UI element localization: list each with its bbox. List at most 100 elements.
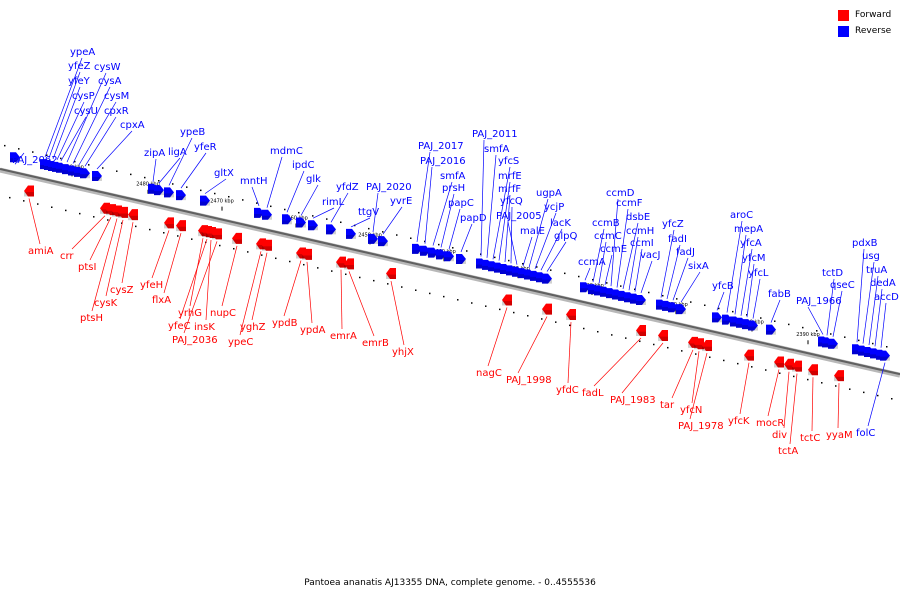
reverse-gene-shade — [512, 272, 522, 277]
grid-dot — [172, 183, 174, 185]
reverse-gene-label: PAJ_2016 — [420, 156, 466, 167]
reverse-gene-shade — [10, 158, 20, 163]
forward-leader — [71, 215, 106, 250]
forward-gene-label: emrB — [362, 338, 389, 349]
reverse-gene-label: cysP — [72, 91, 95, 102]
grid-dot — [527, 315, 529, 317]
reverse-leader — [680, 271, 701, 303]
reverse-gene-shade — [536, 278, 546, 283]
forward-gene — [792, 360, 802, 372]
reverse-gene — [428, 247, 438, 258]
reverse-leader — [78, 101, 117, 166]
grid-dot — [177, 235, 179, 237]
grid-dot — [368, 227, 370, 230]
grid-dot — [326, 218, 328, 220]
reverse-gene — [308, 220, 318, 231]
reverse-leader — [807, 306, 824, 335]
forward-gene-shade — [302, 255, 312, 260]
forward-gene — [774, 356, 784, 368]
reverse-gene-body — [456, 253, 466, 264]
reverse-gene — [748, 320, 758, 331]
grid-dot — [275, 257, 277, 260]
reverse-gene-shade — [742, 325, 752, 330]
grid-dot — [597, 330, 599, 333]
reverse-gene-label: PAJ_2020 — [366, 182, 412, 193]
forward-gene-shade — [808, 370, 818, 376]
forward-gene-body — [302, 248, 312, 260]
forward-gene-label: mocR — [756, 418, 784, 429]
forward-gene-shade — [744, 356, 754, 361]
grid-dot — [303, 263, 305, 266]
forward-gene-label: flxA — [152, 295, 171, 306]
forward-leader — [151, 230, 170, 279]
grid-dot — [704, 304, 706, 307]
grid-dot — [620, 285, 622, 287]
reverse-gene — [296, 217, 306, 228]
forward-gene-body — [636, 325, 646, 337]
reverse-leader — [868, 275, 879, 346]
reverse-gene — [542, 273, 552, 284]
forward-gene-shade — [256, 244, 266, 250]
reverse-gene-shade — [74, 172, 84, 177]
grid-dot — [709, 356, 711, 359]
reverse-leader — [350, 217, 371, 228]
forward-gene-shade — [336, 263, 346, 268]
grid-dot — [732, 310, 734, 313]
forward-gene — [636, 325, 646, 337]
reverse-gene-shade — [482, 265, 492, 270]
forward-gene — [302, 248, 312, 260]
grid-dot — [648, 291, 650, 294]
gene-labels: PAJ_2062 ypeA yfeZ yfeY cysP cysU cysW cysA cysM… — [12, 47, 899, 457]
reverse-gene — [636, 295, 646, 306]
forward-gene-label: nagC — [476, 368, 502, 379]
forward-gene-label: yfeC — [168, 321, 191, 332]
reverse-gene-shade — [412, 249, 422, 254]
reverse-gene — [712, 312, 722, 323]
grid-dot — [289, 260, 291, 263]
grid-dot — [429, 292, 431, 295]
forward-gene-body — [232, 232, 242, 244]
reverse-gene — [378, 236, 388, 247]
forward-gene-label: fadL — [582, 388, 604, 399]
grid-dot — [583, 327, 585, 330]
reverse-leader — [660, 229, 675, 298]
grid-dot — [144, 176, 146, 179]
forward-gene-shade — [688, 343, 698, 348]
reverse-gene — [420, 245, 430, 256]
forward-gene-label: tctC — [800, 433, 820, 444]
forward-gene-body — [502, 294, 512, 306]
grid-dot — [107, 219, 109, 221]
reverse-leader — [610, 198, 619, 287]
reverse-leader — [52, 86, 81, 160]
reverse-gene-label: fadJ — [676, 247, 695, 258]
reverse-gene-label: yfcS — [498, 156, 519, 167]
reverse-gene-label: ypeB — [180, 127, 205, 138]
grid-dot — [32, 151, 34, 153]
reverse-gene — [456, 253, 466, 264]
reverse-gene-shade — [852, 350, 862, 355]
forward-gene-shade — [636, 331, 646, 337]
grid-dot — [158, 180, 160, 182]
grid-dot — [802, 326, 804, 329]
reverse-gene-label: PAJ_1966 — [796, 296, 842, 307]
grid-dot — [765, 369, 767, 371]
reverse-gene-label: PAJ_2017 — [418, 141, 464, 152]
forward-leader — [340, 269, 343, 330]
reverse-gene-label: malE — [520, 226, 545, 237]
grid-dot — [807, 378, 809, 381]
reverse-gene-body — [748, 320, 758, 331]
reverse-gene-shade — [636, 301, 646, 306]
reverse-gene-label: ccmF — [616, 198, 643, 209]
reverse-gene-label: mepA — [734, 224, 763, 235]
reverse-gene-label: aroC — [730, 210, 753, 221]
reverse-leader — [448, 208, 461, 250]
reverse-gene — [164, 187, 174, 198]
grid-dot — [256, 202, 258, 204]
grid-dot — [317, 267, 319, 269]
forward-gene — [658, 330, 668, 342]
forward-gene-body — [542, 303, 552, 315]
reverse-gene-label: ccmB — [592, 218, 620, 229]
reverse-leader — [716, 291, 725, 311]
reverse-gene-shade — [712, 318, 722, 323]
grid-dot — [611, 334, 613, 336]
